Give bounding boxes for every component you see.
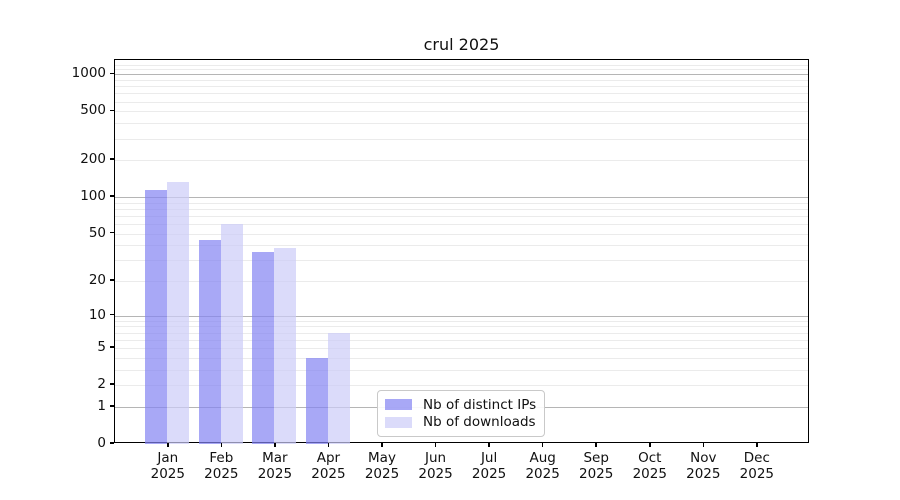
gridline-minor (115, 233, 808, 235)
x-tick-label: Jul 2025 (471, 450, 507, 482)
x-tick-label: Apr 2025 (311, 450, 346, 482)
y-tick (110, 158, 114, 160)
y-tick-label: 10 (88, 306, 106, 323)
gridline-minor (115, 357, 808, 359)
gridline-minor (115, 332, 808, 334)
x-tick-label: Sep 2025 (579, 450, 614, 482)
gridline-minor (115, 326, 808, 328)
chart-title: crul 2025 (423, 35, 500, 54)
gridline-minor (115, 215, 808, 217)
legend: Nb of distinct IPs Nb of downloads (377, 390, 545, 437)
gridline-minor (115, 202, 808, 204)
x-tick (541, 443, 544, 447)
y-tick-label: 1000 (71, 65, 106, 82)
y-tick-label: 5 (97, 339, 106, 356)
bar-distinct-ips-apr (305, 357, 328, 444)
x-tick-label: May 2025 (364, 450, 400, 482)
bar-downloads-mar (274, 247, 297, 444)
x-tick (649, 443, 651, 447)
gridline-minor (115, 260, 808, 262)
gridline-minor (115, 208, 808, 210)
x-tick (595, 443, 597, 447)
x-tick-label: Oct 2025 (632, 450, 667, 482)
gridline-minor (115, 369, 808, 371)
bar-downloads-jan (167, 181, 189, 444)
gridline-major (115, 197, 808, 199)
plot-area (114, 59, 809, 444)
bar-distinct-ips-feb (198, 240, 221, 444)
gridline-minor (115, 123, 808, 125)
legend-swatch-downloads (385, 416, 412, 428)
x-tick-label: Jan 2025 (150, 450, 185, 482)
x-tick (167, 443, 169, 447)
y-tick (110, 72, 114, 75)
y-tick-label: 500 (80, 102, 106, 119)
x-tick (702, 443, 705, 447)
bar-distinct-ips-jan (145, 190, 167, 444)
y-tick-label: 100 (80, 188, 106, 205)
y-tick-label: 200 (80, 151, 106, 168)
x-tick (381, 443, 383, 447)
legend-label-distinct-ips: Nb of distinct IPs (423, 396, 537, 413)
gridline-minor (115, 79, 808, 81)
gridline-minor (115, 348, 808, 350)
y-tick (110, 383, 114, 385)
x-tick (274, 443, 276, 447)
gridline-major (115, 74, 808, 76)
y-tick (110, 346, 114, 348)
legend-swatch-distinct-ips (385, 399, 412, 411)
legend-item-distinct-ips: Nb of distinct IPs (385, 396, 537, 414)
y-tick-label: 1 (97, 397, 106, 414)
y-tick-label: 50 (88, 224, 106, 241)
gridline-minor (115, 160, 808, 162)
y-tick (110, 195, 114, 197)
gridline-minor (115, 320, 808, 322)
x-tick-label: Jun 2025 (418, 450, 453, 482)
x-tick (756, 443, 758, 447)
gridlines-layer (115, 60, 808, 442)
x-tick-label: Dec 2025 (739, 450, 775, 482)
y-tick-label: 2 (97, 376, 106, 393)
y-tick (110, 442, 114, 444)
x-tick (434, 443, 437, 447)
y-tick (110, 109, 114, 112)
gridline-minor (115, 138, 808, 140)
x-tick-label: Nov 2025 (686, 450, 721, 482)
y-tick-label: 0 (97, 435, 106, 451)
bars-layer (115, 60, 808, 444)
x-tick-label: Mar 2025 (257, 450, 293, 482)
gridline-major (115, 315, 808, 317)
bar-downloads-apr (327, 332, 350, 444)
gridline-minor (115, 93, 808, 95)
gridline-minor (115, 111, 808, 113)
gridline-minor (115, 245, 808, 247)
gridline-minor (115, 64, 808, 66)
bar-distinct-ips-mar (252, 252, 275, 444)
gridline-minor (115, 101, 808, 103)
x-tick (327, 443, 330, 447)
gridline-minor (115, 224, 808, 226)
y-tick (110, 231, 114, 234)
y-tick (110, 405, 114, 407)
y-tick (110, 279, 114, 281)
x-tick-label: Aug 2025 (525, 450, 560, 482)
y-tick (110, 313, 114, 316)
bar-downloads-feb (220, 224, 243, 444)
y-tick-label: 20 (88, 272, 106, 289)
gridline-minor (115, 86, 808, 88)
legend-item-downloads: Nb of downloads (385, 414, 536, 432)
x-tick (488, 443, 490, 447)
gridline-minor (115, 281, 808, 283)
x-tick-label: Feb 2025 (204, 450, 239, 482)
gridline-minor (115, 339, 808, 341)
x-tick (220, 443, 223, 447)
legend-label-downloads: Nb of downloads (423, 414, 536, 431)
gridline-minor (115, 69, 808, 71)
gridline-minor (115, 385, 808, 387)
